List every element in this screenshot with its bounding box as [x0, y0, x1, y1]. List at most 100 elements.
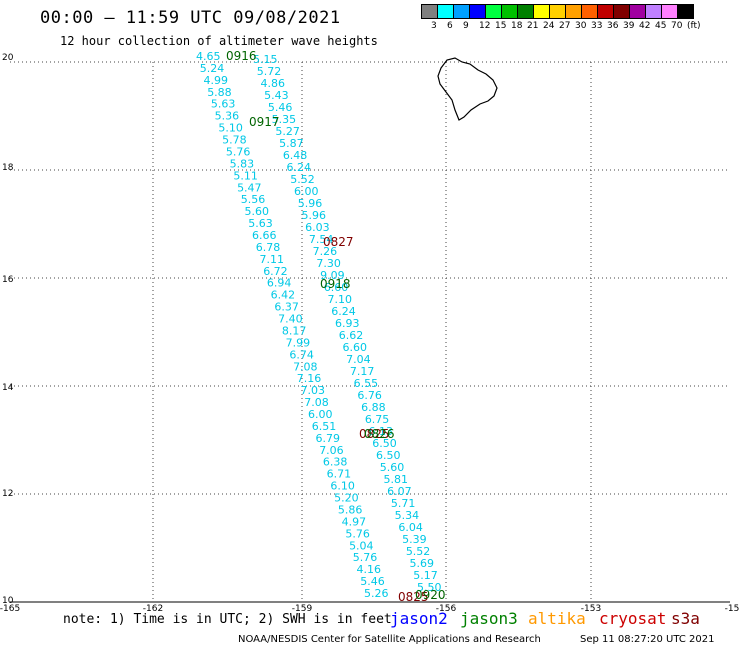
swh-value-label: 6.50	[372, 437, 397, 450]
swh-value-label: 6.60	[342, 341, 367, 354]
swh-value-label: 5.50	[417, 581, 442, 594]
pass-time-label: 0918	[320, 277, 351, 291]
swh-value-label: 4.97	[342, 515, 367, 528]
swh-value-label: 6.07	[387, 485, 412, 498]
swh-value-label: 7.08	[293, 360, 318, 373]
swh-value-label: 5.04	[349, 539, 374, 552]
swh-value-label: 5.76	[226, 145, 251, 158]
swh-value-label: 5.24	[200, 62, 225, 75]
swh-value-label: 5.27	[275, 125, 300, 138]
swh-value-label: 5.26	[364, 587, 389, 600]
legend-label: 42	[639, 21, 651, 31]
swh-value-label: 4.86	[260, 77, 285, 90]
swh-value-label: 7.30	[316, 257, 341, 270]
swh-value-label: 6.76	[357, 389, 382, 402]
swh-value-label: 5.20	[334, 492, 359, 505]
swh-value-label: 9.09	[320, 269, 345, 282]
lat-tick-label: 16	[2, 275, 14, 285]
swh-value-label: 5.47	[237, 181, 261, 194]
swh-value-label: 5.87	[279, 137, 304, 150]
color-legend: 3 6 9 12 15 18 21 24 27 30 33 36 39 42 45 70 (ft)	[421, 4, 701, 31]
swh-value-label: 5.46	[268, 101, 293, 114]
legend-label: 15	[495, 21, 507, 31]
swh-value-label: 5.15	[253, 53, 278, 66]
swh-value-label: 6.38	[323, 456, 348, 469]
swh-value-label: 5.11	[233, 169, 257, 182]
swh-value-label: 5.69	[410, 557, 435, 570]
swh-value-label: 6.75	[365, 413, 390, 426]
swh-value-label: 4.99	[203, 74, 228, 87]
swh-value-label: 6.00	[308, 408, 333, 421]
swh-value-label: 5.78	[222, 134, 247, 147]
swh-value-label: 4.65	[196, 50, 221, 63]
satellite-name-altika: altika	[528, 609, 586, 628]
swh-value-label: 6.03	[305, 221, 330, 234]
lat-tick-label: 18	[2, 163, 14, 173]
legend-swatches	[421, 4, 694, 19]
swh-value-label: 5.63	[248, 217, 273, 230]
pass-time-label: 0917	[249, 115, 280, 129]
swh-value-label: 5.52	[406, 545, 431, 558]
swh-value-label: 7.40	[278, 313, 303, 326]
swh-value-label: 6.51	[312, 420, 337, 433]
swh-value-label: 7.11	[259, 253, 284, 266]
swh-value-label: 7.26	[313, 245, 338, 258]
swh-value-label: 6.78	[256, 241, 281, 254]
swh-value-label: 5.36	[215, 110, 240, 123]
swh-value-label: 6.88	[361, 401, 386, 414]
pass-time-label: 0826	[364, 427, 395, 441]
swh-value-label: 4.16	[357, 563, 382, 576]
swh-value-label: 8.17	[282, 324, 307, 337]
swh-value-label: 7.16	[297, 372, 322, 385]
lon-tick-label: -159	[292, 604, 313, 614]
swh-value-label: 6.71	[327, 468, 352, 481]
lon-tick-label: -165	[0, 604, 20, 614]
pass-time-label: 0825	[359, 427, 390, 441]
satellite-name-jason2: jason2	[390, 609, 448, 628]
swh-value-label: 5.17	[413, 569, 438, 582]
swh-value-label: 5.34	[395, 509, 420, 522]
lon-tick-label: -162	[143, 604, 163, 614]
swh-value-label: 5.88	[207, 86, 232, 99]
pass-time-label: 0920	[415, 588, 446, 602]
swh-value-label: 6.04	[398, 521, 423, 534]
swh-value-label: 5.83	[230, 157, 255, 170]
legend-label: 27	[559, 21, 571, 31]
swh-value-label: 5.76	[353, 551, 378, 564]
swh-value-label: 6.62	[339, 329, 364, 342]
pass-time-label: 0916	[226, 49, 257, 63]
legend-label: 45	[655, 21, 667, 31]
footer-timestamp: Sep 11 08:27:20 UTC 2021	[580, 634, 715, 645]
swh-value-label: 6.24	[287, 161, 312, 174]
page-subtitle: 12 hour collection of altimeter wave hei…	[60, 34, 378, 48]
legend-label: (ft)	[687, 21, 701, 31]
swh-value-label: 7.04	[346, 353, 371, 366]
legend-label: 3	[431, 21, 437, 31]
swh-value-label: 5.76	[345, 527, 370, 540]
legend-label: 36	[607, 21, 619, 31]
lon-tick-label: -156	[436, 604, 457, 614]
swh-value-label: 7.54	[309, 233, 334, 246]
satellite-name-jason3: jason3	[460, 609, 518, 628]
swh-value-label: 6.55	[354, 377, 379, 390]
lat-tick-label: 20	[2, 53, 14, 63]
legend-label: 30	[575, 21, 587, 31]
swh-value-label: 5.52	[290, 173, 315, 186]
swh-value-label: 6.60	[324, 281, 349, 294]
swh-value-label: 5.39	[402, 533, 427, 546]
note-text: note: 1) Time is in UTC; 2) SWH is in fe…	[63, 612, 392, 627]
swh-value-label: 6.00	[294, 185, 319, 198]
swh-value-label: 5.96	[301, 209, 326, 222]
swh-value-label: 6.37	[274, 301, 299, 314]
swh-value-label: 5.63	[211, 98, 236, 111]
legend-label: 9	[463, 21, 469, 31]
lat-tick-label: 14	[2, 383, 14, 393]
swh-value-label: 5.86	[338, 503, 363, 516]
legend-label: 39	[623, 21, 635, 31]
pass-time-label: 0827	[323, 235, 354, 249]
swh-value-label: 5.71	[391, 497, 416, 510]
legend-label: 24	[543, 21, 555, 31]
swh-value-label: 6.50	[376, 449, 401, 462]
swh-value-label: 6.72	[263, 265, 288, 278]
